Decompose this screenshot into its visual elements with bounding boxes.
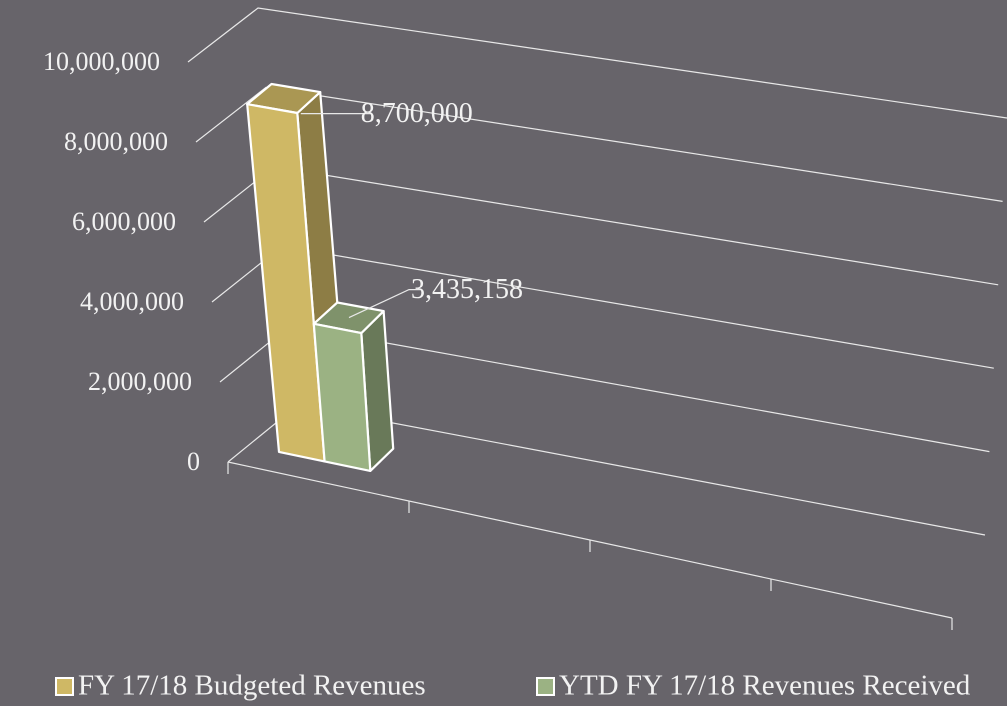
data-label: 3,435,158 — [411, 274, 523, 305]
legend-swatch — [55, 677, 74, 696]
leader-line — [348, 289, 421, 319]
data-label: 8,700,000 — [361, 98, 473, 129]
legend-label: FY 17/18 Budgeted Revenues — [78, 670, 426, 702]
legend-label: YTD FY 17/18 Revenues Received — [559, 670, 971, 702]
y-tick-label: 4,000,000 — [80, 287, 184, 316]
bar-front — [312, 322, 372, 472]
y-tick-label: 2,000,000 — [88, 367, 192, 396]
y-tick-label: 6,000,000 — [72, 207, 176, 236]
legend-swatch — [536, 677, 555, 696]
grid-line — [187, 7, 1007, 119]
y-tick-label: 8,000,000 — [64, 127, 168, 156]
bar-front — [246, 103, 326, 463]
y-tick-label: 10,000,000 — [43, 47, 160, 76]
y-tick-label: 0 — [187, 447, 200, 476]
